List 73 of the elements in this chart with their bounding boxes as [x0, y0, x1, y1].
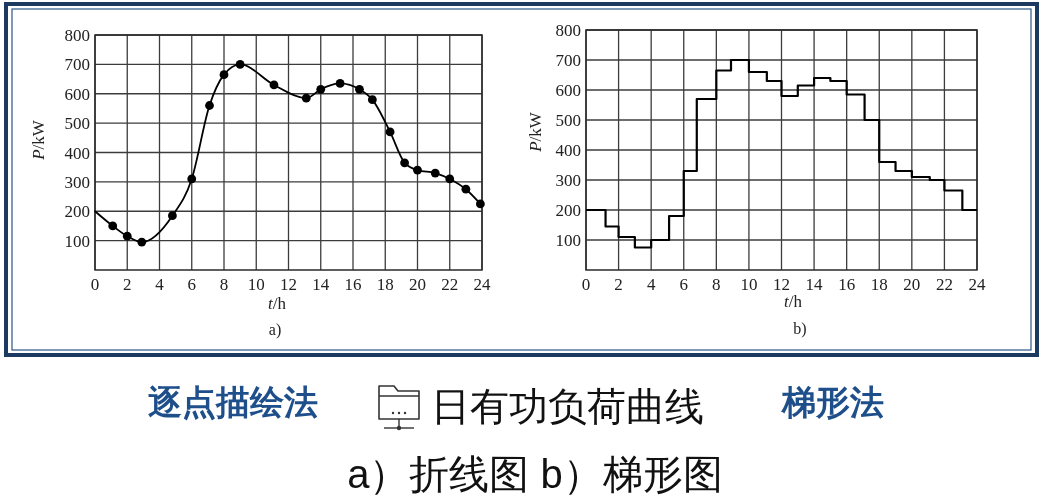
- point: [205, 101, 214, 110]
- point: [367, 95, 377, 105]
- y-tick-label: 400: [64, 143, 90, 163]
- x-axis-title: t/h: [784, 292, 803, 311]
- x-tick-label: 8: [712, 275, 721, 294]
- x-tick-label: 4: [155, 275, 165, 294]
- text: 梯形法: [780, 383, 884, 421]
- y-tick-label: 100: [64, 231, 90, 251]
- x-tick-label: 8: [219, 275, 229, 294]
- x-tick-label: 22: [935, 275, 953, 294]
- x-axis-title: t/h: [268, 294, 287, 313]
- text: 日有功负荷曲线: [430, 385, 704, 428]
- y-tick-label: 500: [64, 114, 90, 134]
- text: 逐点描绘法: [148, 383, 318, 421]
- y-axis-title: P/kW: [29, 119, 48, 161]
- x-tick-label: 20: [903, 275, 921, 294]
- y-tick-label: 800: [64, 26, 90, 45]
- x-tick-label: 12: [280, 275, 297, 294]
- y-tick-label: 200: [555, 201, 581, 220]
- x-tick-label: 24: [473, 275, 491, 294]
- x-tick-label: 24: [968, 275, 986, 294]
- point: [108, 221, 118, 231]
- point: [335, 79, 345, 88]
- point: [219, 70, 229, 80]
- point: [316, 84, 326, 94]
- x-tick-label: 10: [247, 275, 265, 294]
- point: [137, 237, 147, 247]
- point: [413, 165, 422, 175]
- x-tick-label: 16: [838, 275, 856, 294]
- x-tick-label: 22: [441, 275, 459, 294]
- y-tick-label: 700: [64, 55, 90, 75]
- y-tick-label: 800: [555, 21, 581, 40]
- y-tick-label: 400: [555, 141, 581, 160]
- y-tick-label: 500: [555, 111, 581, 130]
- x-tick-label: 16: [344, 275, 362, 294]
- x-tick-label: 0: [90, 275, 100, 294]
- point: [461, 184, 471, 194]
- point: [355, 84, 364, 94]
- y-tick-label: 100: [555, 231, 581, 250]
- y-tick-label: 200: [64, 202, 90, 222]
- x-tick-label: 4: [646, 275, 656, 294]
- point: [400, 158, 409, 168]
- text: b): [793, 320, 807, 338]
- y-tick-label: 300: [555, 171, 581, 190]
- point: [385, 127, 395, 137]
- y-tick-label: 700: [555, 51, 581, 70]
- point: [301, 93, 311, 103]
- y-axis-title: P/kW: [526, 111, 545, 153]
- x-tick-label: 18: [376, 275, 394, 294]
- point: [235, 59, 245, 69]
- x-tick-label: 2: [123, 275, 132, 294]
- x-tick-label: 18: [870, 275, 888, 294]
- x-tick-label: 2: [614, 275, 623, 294]
- point: [269, 80, 279, 90]
- text: a）折线图 b）梯形图: [347, 452, 723, 496]
- point: [168, 211, 177, 221]
- x-tick-label: 14: [312, 275, 330, 294]
- point: [430, 168, 440, 178]
- x-tick-label: 20: [409, 275, 426, 294]
- point: [475, 199, 485, 209]
- point: [445, 174, 455, 184]
- x-tick-label: 14: [805, 275, 824, 294]
- y-tick-label: 600: [64, 84, 90, 104]
- x-tick-label: 6: [679, 275, 688, 294]
- x-tick-label: 10: [740, 275, 758, 294]
- text: a): [268, 321, 282, 339]
- y-tick-label: 600: [555, 81, 581, 100]
- y-tick-label: 300: [64, 172, 90, 192]
- point: [187, 174, 197, 184]
- point: [122, 231, 132, 241]
- x-tick-label: 12: [773, 275, 790, 294]
- x-tick-label: 0: [581, 275, 591, 294]
- x-tick-label: 6: [187, 275, 196, 294]
